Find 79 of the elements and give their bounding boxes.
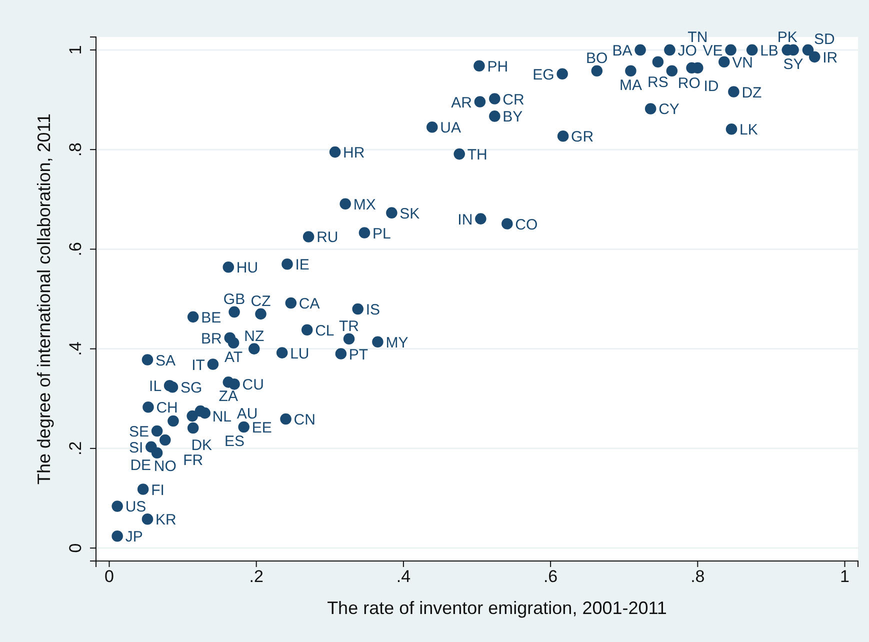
annotation: CU — [242, 376, 264, 394]
annotation: PL — [372, 225, 391, 242]
annotation: DZ — [742, 84, 762, 102]
annotation: SK — [400, 205, 420, 222]
annotation: ID — [704, 78, 719, 95]
annotation: SG — [180, 380, 202, 397]
y-axis-title: The degree of international collaboration, 2011 — [34, 114, 54, 484]
annotation: IL — [149, 378, 162, 396]
annotation: ZA — [218, 388, 238, 406]
annotation: MX — [353, 196, 376, 214]
y-tick-label: .8 — [66, 142, 85, 157]
y-tick-label: 0 — [66, 543, 85, 553]
y-tick-label: .6 — [66, 242, 85, 256]
annotation: CN — [294, 412, 316, 429]
annotation: SA — [155, 352, 176, 370]
x-tick-label: 0 — [104, 567, 114, 586]
annotation: LB — [760, 42, 778, 60]
annotation: NL — [212, 408, 232, 426]
annotation: GB — [223, 290, 246, 308]
annotation: HU — [236, 260, 258, 277]
y-tick-label: .2 — [66, 441, 85, 456]
x-tick-label: 1 — [840, 567, 850, 586]
annotation: PT — [348, 346, 368, 364]
annotation: BR — [201, 330, 222, 348]
annotation: NO — [154, 458, 176, 475]
annotation: SE — [129, 423, 150, 440]
x-tick-label: .4 — [396, 567, 411, 586]
annotation: JP — [125, 528, 143, 546]
annotation: IE — [295, 256, 310, 274]
annotation: DK — [191, 437, 212, 454]
annotation: CR — [502, 91, 524, 108]
annotation: RU — [316, 229, 338, 246]
annotation: ES — [224, 433, 244, 450]
annotation: IT — [192, 356, 205, 374]
annotation: IN — [458, 211, 473, 228]
annotation: LK — [739, 122, 758, 139]
annotation: FI — [151, 482, 164, 499]
annotation: TR — [339, 318, 360, 335]
annotation: VN — [732, 54, 753, 72]
annotation: SI — [128, 439, 144, 456]
annotation: EG — [532, 66, 554, 84]
annotation: BA — [612, 42, 632, 60]
y-tick-label: 1 — [66, 45, 85, 55]
annotation: CH — [156, 400, 178, 417]
annotation: MA — [619, 76, 642, 94]
annotation: MY — [386, 334, 408, 352]
annotation: US — [125, 498, 146, 516]
annotation: BO — [586, 50, 608, 67]
annotation: BE — [201, 309, 222, 326]
annotation: LU — [290, 345, 310, 362]
annotation: PH — [487, 58, 508, 76]
annotation: CY — [658, 101, 680, 118]
annotation: CO — [515, 216, 538, 234]
annotation: HR — [343, 144, 365, 162]
annotation: CZ — [250, 292, 271, 310]
annotation: PK — [777, 28, 798, 46]
annotation: RS — [648, 74, 668, 91]
x-tick-label: .2 — [249, 567, 264, 586]
annotation: IR — [822, 49, 838, 66]
annotation: AR — [451, 94, 472, 112]
annotation: TH — [467, 146, 488, 164]
x-tick-label: .8 — [690, 567, 705, 586]
annotation: CL — [315, 322, 334, 340]
annotation: AT — [224, 348, 243, 366]
annotation: FR — [183, 452, 204, 470]
annotation: RO — [678, 74, 700, 92]
annotation: IS — [366, 301, 380, 318]
annotation: SD — [814, 30, 835, 48]
annotation: BY — [502, 108, 523, 126]
annotation: UA — [440, 120, 461, 137]
annotation: SY — [783, 56, 804, 73]
annotation: KR — [155, 512, 176, 529]
y-tick-label: .4 — [66, 342, 85, 356]
annotation: GR — [571, 128, 594, 146]
x-axis-title: The rate of inventor emigration, 2001-2011 — [327, 598, 667, 618]
annotation: NZ — [244, 328, 264, 345]
x-tick-label: .6 — [543, 567, 558, 586]
annotation: CA — [298, 295, 320, 312]
annotation: DE — [130, 456, 152, 474]
